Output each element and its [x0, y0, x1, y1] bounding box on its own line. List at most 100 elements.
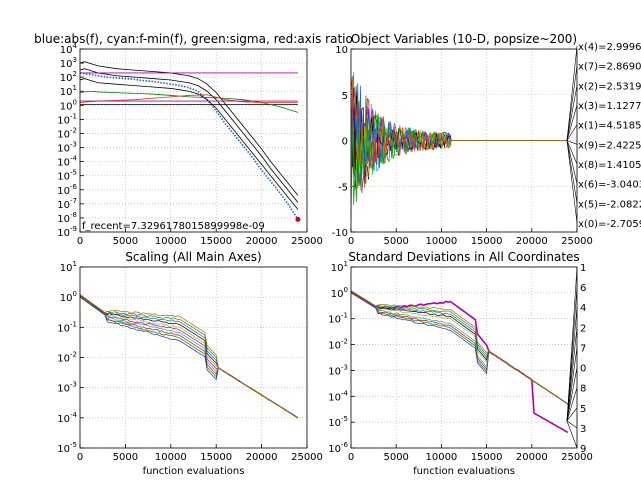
- coordinate-label: 8: [580, 384, 586, 395]
- variable-label: x(0)=-2.7059: [578, 219, 641, 230]
- x-axis-label: function evaluations: [413, 466, 515, 477]
- x-tick-label: 15000: [471, 452, 503, 463]
- y-tick-label: 10-6: [328, 441, 348, 455]
- series-line: [351, 87, 568, 187]
- variable-label: x(3)=1.12773: [578, 101, 641, 112]
- series-line: [80, 72, 299, 220]
- y-tick-label: 10-3: [328, 363, 348, 377]
- panel-stds: 0 5000 10000 15000 20000 25000 10-6 10-5 10-4 10-…: [328, 250, 593, 477]
- panel-fitness: 0 5000 10000 15000 20000 2500010-910-810-710-…: [34, 32, 353, 247]
- plot-area: [351, 290, 569, 434]
- variable-label: x(7)=2.86906: [578, 62, 641, 73]
- x-tick-label: 20000: [516, 236, 548, 247]
- y-tick-label: 100: [60, 98, 77, 112]
- x-tick-label: 15000: [471, 236, 503, 247]
- label-connector: [566, 307, 578, 421]
- y-tick-label: 10-6: [57, 183, 77, 197]
- y-tick-label: 10-4: [328, 389, 348, 403]
- y-tick-label: 101: [60, 84, 77, 98]
- x-tick-label: 5000: [383, 452, 408, 463]
- y-tick-label: 10-7: [57, 197, 77, 211]
- coordinate-label: 5: [580, 404, 586, 415]
- label-connector: [566, 140, 578, 224]
- x-tick-label: 10000: [155, 236, 187, 247]
- axes-frame: [79, 48, 308, 233]
- x-tick-label: 25000: [561, 236, 593, 247]
- x-tick-label: 0: [77, 452, 83, 463]
- label-connector: [566, 367, 578, 421]
- series-line: [80, 294, 299, 419]
- y-tick-label: 103: [60, 56, 77, 70]
- series-line: [351, 76, 568, 194]
- coordinate-label: 9: [580, 444, 586, 455]
- axes-frame: [79, 266, 308, 449]
- chart-title: Standard Deviations in All Coordinates: [348, 250, 579, 264]
- axes-frame: [350, 266, 578, 449]
- variable-label: x(8)=1.41057: [578, 160, 641, 171]
- y-tick-label: 10-9: [57, 225, 77, 239]
- coordinate-label: 2: [580, 323, 586, 334]
- y-tick-label: 104: [60, 42, 78, 56]
- coordinate-label: 3: [580, 424, 586, 435]
- series-line: [351, 292, 569, 405]
- y-tick-label: 10-5: [57, 441, 77, 455]
- x-tick-label: 5000: [113, 452, 138, 463]
- x-tick-label: 10000: [425, 452, 457, 463]
- y-tick-label: 0: [342, 137, 348, 148]
- variable-label: x(5)=-2.0822: [578, 199, 641, 210]
- y-tick-label: 10: [335, 45, 348, 56]
- y-tick-label: 10-1: [57, 320, 77, 334]
- y-tick-label: 101: [331, 260, 348, 274]
- label-connector: [566, 387, 578, 421]
- label-connector: [566, 407, 578, 422]
- chart-title: Object Variables (10-D, popsize~200): [351, 32, 577, 46]
- chart-title: blue:abs(f), cyan:f-min(f), green:sigma,…: [34, 32, 353, 46]
- x-tick-label: 20000: [246, 236, 278, 247]
- y-tick-label: 100: [331, 286, 348, 300]
- variable-label: x(1)=4.51853: [578, 121, 641, 132]
- label-connector: [566, 65, 578, 141]
- y-tick-label: 5: [342, 91, 348, 102]
- series-line: [80, 90, 299, 113]
- label-connector: [566, 420, 578, 429]
- panel-scaling: 0 5000 10000 15000 20000 25000 10-5 10-4 10-3 10-…: [57, 250, 323, 477]
- label-connector: [566, 140, 578, 184]
- y-tick-label: 10-2: [57, 126, 77, 140]
- x-axis-label: function evaluations: [143, 466, 245, 477]
- y-tick-label: 10-5: [57, 169, 77, 183]
- variable-label: x(4)=2.99966: [578, 42, 641, 53]
- y-tick-label: 10-1: [328, 312, 348, 326]
- variable-label: x(9)=2.42258: [578, 140, 641, 151]
- coordinate-label: 4: [580, 303, 586, 314]
- series-line: [351, 292, 569, 405]
- label-connector: [566, 85, 578, 141]
- coordinate-label: 1: [580, 263, 586, 274]
- y-tick-label: 100: [60, 290, 77, 304]
- x-tick-label: 15000: [200, 452, 232, 463]
- label-connector: [566, 140, 578, 145]
- series-line: [351, 290, 569, 405]
- axes-frame: [350, 48, 578, 233]
- x-tick-label: 0: [348, 236, 354, 247]
- plot-area: [80, 61, 301, 222]
- label-connector: [566, 327, 578, 421]
- x-tick-label: 0: [348, 452, 354, 463]
- x-tick-label: 25000: [291, 236, 323, 247]
- y-tick-label: 102: [60, 70, 77, 84]
- label-connector: [566, 140, 578, 165]
- label-connector: [566, 140, 578, 204]
- y-tick-label: 10-2: [57, 351, 77, 365]
- variable-label: x(6)=-3.0403: [578, 180, 641, 191]
- x-tick-label: 5000: [113, 236, 138, 247]
- x-tick-label: 5000: [383, 236, 408, 247]
- series-line: [80, 294, 299, 419]
- y-tick-label: 10-8: [57, 211, 77, 225]
- y-tick-label: 10-5: [328, 415, 348, 429]
- series-line: [80, 78, 299, 210]
- series-line: [80, 294, 299, 419]
- series-line: [80, 61, 299, 196]
- x-tick-label: 15000: [200, 236, 232, 247]
- final-marker: [295, 216, 301, 222]
- chart-title: Scaling (All Main Axes): [125, 250, 261, 264]
